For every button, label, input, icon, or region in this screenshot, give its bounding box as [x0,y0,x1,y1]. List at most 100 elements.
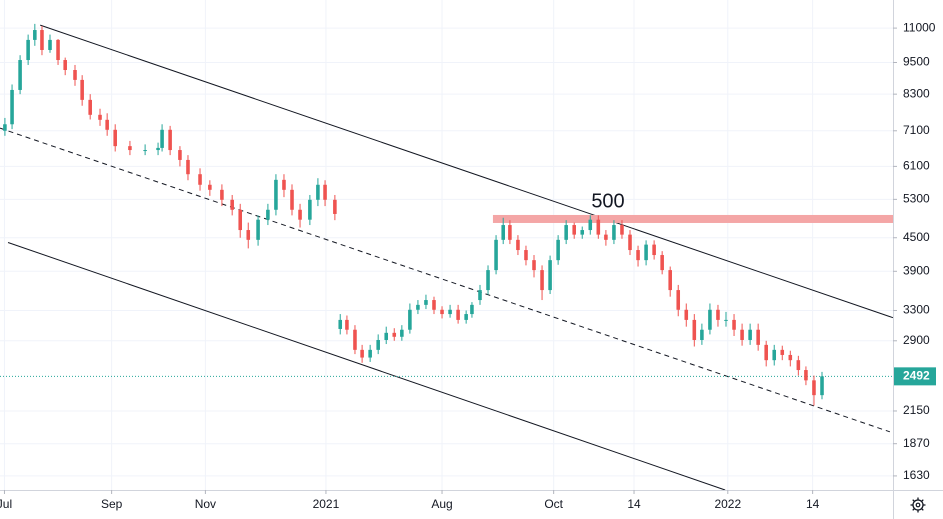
last-price-box [894,367,936,386]
candle-body [464,314,468,320]
candle-body [178,150,182,160]
trend-line [7,242,726,491]
candle-body [308,199,312,220]
candle-body [764,344,768,361]
candle-body [508,225,512,240]
candle-body [230,199,234,210]
candle-body [33,30,37,40]
candle-body [156,147,160,151]
grid [0,0,893,490]
candle-body [820,376,824,396]
candle-body [604,234,608,240]
candle-body [113,129,117,147]
candle-body [676,290,681,310]
y-tick-label: 6100 [903,159,930,173]
y-tick-label: 3900 [903,263,930,277]
candle-body [353,329,357,350]
candle-body [724,319,728,321]
candle-body [63,60,67,71]
x-tick-label: 2022 [714,497,741,511]
candle-body [143,150,147,152]
candle-body [572,225,576,235]
candle-body [540,270,544,291]
trend-line [0,127,891,433]
candle-body [620,225,624,235]
candle-body [10,89,14,125]
y-tick-label: 1870 [903,436,930,450]
x-tick-label: Aug [431,497,452,511]
x-tick-label: Jul [0,497,12,511]
candle-body [256,219,260,240]
candles [3,23,824,406]
candle-body [290,189,294,210]
candle-body [652,244,656,256]
candle-body [338,319,343,329]
candle-body [456,309,460,320]
candle-body [408,309,412,330]
candle-body [282,179,286,190]
candle-body [796,360,801,371]
candle-body [160,129,164,148]
x-tick-label: Oct [544,497,563,511]
candle-body [316,184,320,200]
candle-body [333,199,337,214]
candle-body [208,184,212,190]
candle-body [392,332,397,337]
candle-body [532,260,536,271]
settings-icon[interactable] [910,497,926,513]
y-tick-label: 4500 [903,230,930,244]
candle-body [274,179,278,210]
last-price-label: 2492 [903,369,930,383]
candle-body [40,30,44,50]
candle-body [73,70,77,80]
candle-body [556,239,560,261]
candle-body [588,219,593,231]
gear-teeth[interactable] [910,497,926,513]
candle-body [424,300,428,305]
candle-body [788,354,793,361]
candle-body [756,329,760,345]
candle-body [98,114,102,120]
y-tick-label: 5300 [903,192,930,206]
candle-body [524,250,528,261]
candle-body [168,129,172,151]
candle-body [516,239,520,251]
x-tick-label: 14 [806,497,820,511]
candle-body [470,304,474,315]
candle-body [628,234,632,251]
candle-body [636,250,640,261]
annotation: 500 [591,190,624,212]
x-tick-label: Sep [101,497,123,511]
candle-body [360,349,364,358]
candle-body [48,39,52,50]
candle-body [384,332,389,340]
y-tick-label: 8300 [903,86,930,100]
candle-body [494,239,498,271]
candle-body [88,99,92,115]
candle-body [804,370,808,381]
candle-body [644,244,648,261]
candle-body [732,319,736,330]
candle-body [660,255,664,271]
x-tick-label: 2021 [313,497,340,511]
y-tick-label: 1630 [903,468,930,482]
candle-body [376,339,380,350]
candle-body [128,146,132,151]
candle-body [198,174,202,185]
candle-body [684,309,689,320]
candle-body [700,329,704,340]
y-tick-label: 7100 [903,123,930,137]
gear-hub[interactable] [915,502,921,508]
candle-body [486,270,490,291]
trend-line [40,24,894,319]
y-tick-label: 9500 [903,55,930,69]
overlay [0,24,894,491]
candle-body [220,189,224,200]
x-tick-label: Nov [195,497,216,511]
y-tick-label: 2150 [903,403,930,417]
candle-body [708,309,712,330]
candle-body [368,349,372,358]
candle-body [416,304,420,310]
y-tick-label: 2900 [903,333,930,347]
